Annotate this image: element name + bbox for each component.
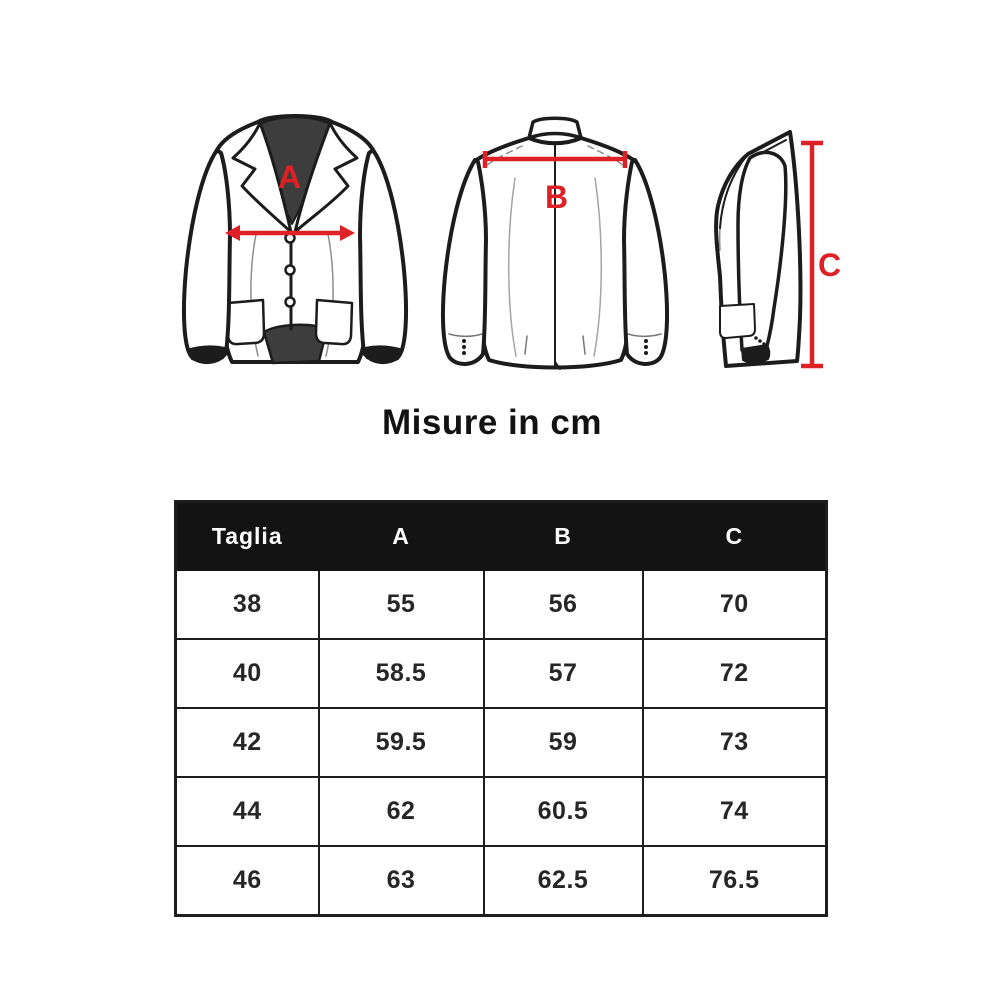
table-row-size-44: 44 62 60.5 74	[174, 776, 828, 847]
cell-size: 40	[174, 638, 320, 709]
cell-c: 72	[641, 638, 828, 709]
back-left-dart	[524, 335, 528, 355]
cell-c: 73	[641, 707, 828, 778]
jacket-front-diagram: A	[181, 114, 409, 365]
cell-c: 74	[641, 776, 828, 847]
cell-size: 46	[174, 845, 320, 917]
back-right-shoulder-dash	[587, 145, 625, 167]
cell-a: 59.5	[317, 707, 485, 778]
col-header-c: C	[641, 500, 828, 571]
front-left-seam	[250, 233, 259, 357]
cell-a: 55	[317, 569, 485, 640]
table-row-size-38: 38 55 56 70	[174, 569, 828, 640]
table-row-size-46: 46 63 62.5 76.5	[174, 845, 828, 917]
back-right-dart	[582, 335, 586, 355]
back-vent-step	[554, 361, 561, 370]
back-right-seam	[593, 177, 602, 357]
back-left-cuff-line	[448, 333, 483, 337]
front-hem-opening	[262, 323, 329, 365]
cell-c: 70	[641, 569, 828, 640]
back-left-seam	[508, 177, 517, 357]
back-collar	[527, 116, 583, 140]
back-left-sleeve	[440, 158, 488, 366]
front-right-cuff	[364, 345, 404, 363]
front-left-pocket	[226, 298, 266, 346]
arrowhead-right-icon	[340, 225, 355, 241]
table-row-size-40: 40 58.5 57 72	[174, 638, 828, 709]
cell-c: 76.5	[641, 845, 828, 917]
cell-size: 42	[174, 707, 320, 778]
side-sleeve	[736, 150, 788, 352]
cell-b: 60.5	[482, 776, 644, 847]
back-right-sleeve	[622, 158, 670, 366]
col-header-taglia: Taglia	[174, 500, 320, 571]
cell-a: 63	[317, 845, 485, 917]
front-right-lapel	[293, 121, 359, 234]
jacket-back-lineart	[440, 116, 670, 370]
size-table: Taglia A B C 38 55 56 70 40 58.5 57 72 4…	[174, 500, 828, 917]
front-buttons	[284, 232, 296, 308]
front-left-cuff	[186, 345, 226, 363]
front-left-sleeve	[181, 148, 232, 364]
cell-a: 62	[317, 776, 485, 847]
cell-size: 38	[174, 569, 320, 640]
cell-b: 56	[482, 569, 644, 640]
front-left-lapel	[231, 121, 293, 234]
jacket-front-lineart	[181, 114, 409, 365]
side-cuff	[741, 344, 771, 364]
jacket-side-diagram: C	[714, 130, 841, 369]
side-pocket	[719, 303, 756, 339]
cell-size: 44	[174, 776, 320, 847]
chart-title: Misure in cm	[382, 403, 602, 442]
table-row-size-42: 42 59.5 59 73	[174, 707, 828, 778]
cell-b: 62.5	[482, 845, 644, 917]
front-right-sleeve	[358, 148, 409, 364]
jacket-back-diagram: B	[440, 116, 670, 370]
front-button	[284, 296, 296, 308]
back-left-shoulder-dash	[485, 145, 523, 167]
measurement-label-a: A	[278, 159, 301, 195]
cell-b: 57	[482, 638, 644, 709]
measurement-label-c: C	[818, 247, 841, 283]
side-chest-line	[718, 203, 725, 251]
front-right-pocket	[314, 298, 354, 346]
arrowhead-left-icon	[225, 225, 240, 241]
back-right-cuff-line	[627, 333, 662, 337]
front-button	[284, 264, 296, 276]
measurement-a: A	[225, 159, 355, 241]
jacket-side-lineart	[714, 130, 803, 368]
measurement-label-b: B	[545, 179, 568, 215]
measurement-c: C	[801, 140, 841, 369]
col-header-b: B	[482, 500, 644, 571]
col-header-a: A	[317, 500, 485, 571]
table-header-row: Taglia A B C	[174, 500, 828, 571]
back-cuff-buttons	[462, 339, 648, 355]
measurement-b: B	[482, 151, 628, 215]
cell-b: 59	[482, 707, 644, 778]
cell-a: 58.5	[317, 638, 485, 709]
